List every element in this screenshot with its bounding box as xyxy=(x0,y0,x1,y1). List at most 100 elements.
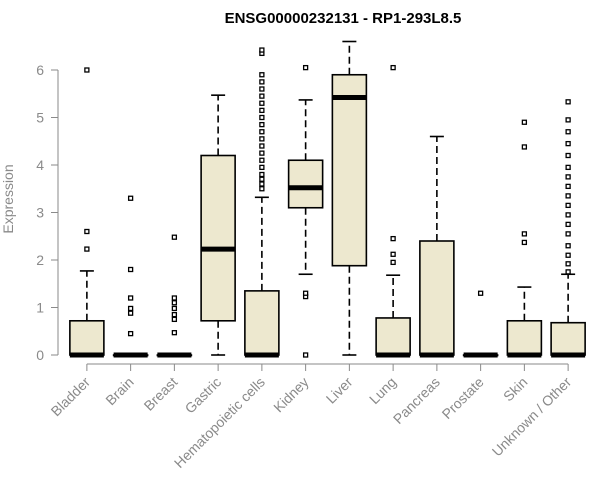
y-tick-label: 3 xyxy=(36,205,44,221)
outlier-point xyxy=(565,261,571,267)
outlier-point xyxy=(565,140,571,147)
iqr-box xyxy=(506,319,543,356)
outlier-point xyxy=(259,150,265,156)
outlier-point xyxy=(565,164,571,171)
y-tick-label: 1 xyxy=(36,300,44,316)
outlier-point xyxy=(565,193,571,199)
box-gastric xyxy=(200,94,236,356)
outlier-point xyxy=(127,195,134,201)
outlier-point xyxy=(259,114,265,121)
box-breast xyxy=(156,234,193,358)
outlier-point xyxy=(302,64,309,71)
outlier-point xyxy=(565,129,571,135)
box-liver xyxy=(331,40,368,356)
chart-title: ENSG00000232131 - RP1-293L8.5 xyxy=(225,10,462,27)
outlier-point xyxy=(390,251,396,257)
outlier-point xyxy=(171,311,178,318)
x-tick-label: Bladder xyxy=(48,374,94,420)
outlier-point xyxy=(127,330,134,337)
outlier-point xyxy=(521,144,528,150)
x-tick-label: Pancreas xyxy=(390,374,443,427)
x-tick-label: Gastric xyxy=(182,374,225,417)
outlier-point xyxy=(171,295,178,301)
y-tick-label: 6 xyxy=(36,62,44,78)
x-tick-label: Brain xyxy=(102,374,136,408)
outlier-point xyxy=(390,64,396,71)
outlier-point xyxy=(259,176,265,182)
outlier-point xyxy=(521,231,528,237)
outlier-point xyxy=(259,47,265,53)
outlier-point xyxy=(127,266,134,273)
outlier-point xyxy=(84,228,90,235)
box-unknown-other xyxy=(550,99,586,358)
iqr-box xyxy=(419,240,455,356)
outlier-point xyxy=(565,99,571,105)
outlier-point xyxy=(565,252,571,258)
box-pancreas xyxy=(419,135,455,358)
outlier-point xyxy=(127,310,134,316)
y-tick-label: 5 xyxy=(36,110,44,126)
outlier-point xyxy=(521,239,528,246)
outlier-point xyxy=(259,86,265,92)
outlier-point xyxy=(390,259,396,266)
x-tick-label: Skin xyxy=(500,374,531,405)
outlier-point xyxy=(390,235,396,242)
outlier-point xyxy=(565,243,571,249)
iqr-box xyxy=(200,154,236,322)
outlier-point xyxy=(127,305,134,312)
y-tick-label: 4 xyxy=(36,157,44,173)
outlier-point xyxy=(565,202,571,209)
outlier-point xyxy=(565,212,571,218)
box-prostate xyxy=(462,290,499,358)
outlier-point xyxy=(259,186,265,192)
outlier-point xyxy=(84,246,90,252)
outlier-point xyxy=(259,157,265,163)
iqr-box xyxy=(375,317,411,356)
box-series xyxy=(69,40,586,358)
outlier-point xyxy=(259,93,265,99)
box-kidney xyxy=(287,64,324,358)
outlier-point xyxy=(171,300,178,306)
y-axis-label: Expression xyxy=(0,164,16,233)
box-hematopoietic-cells xyxy=(244,47,280,358)
outlier-point xyxy=(259,136,265,142)
outlier-point xyxy=(259,79,265,85)
y-tick-label: 2 xyxy=(36,252,44,268)
y-axis: 0 1 2 3 4 5 6 xyxy=(36,62,59,363)
outlier-point xyxy=(565,117,571,123)
outlier-point xyxy=(521,119,528,125)
outlier-point xyxy=(565,152,571,159)
box-brain xyxy=(112,195,149,358)
outlier-point xyxy=(259,107,265,114)
box-bladder xyxy=(69,67,105,358)
iqr-box xyxy=(244,290,280,356)
outlier-point xyxy=(302,352,309,358)
iqr-box xyxy=(550,321,586,356)
outlier-point xyxy=(259,100,265,106)
outlier-point xyxy=(171,316,178,323)
x-tick-label: Prostate xyxy=(439,374,487,422)
outlier-point xyxy=(171,234,178,240)
outlier-point xyxy=(259,164,265,171)
outlier-point xyxy=(565,221,571,228)
x-tick-label: Breast xyxy=(141,374,181,414)
x-tick-label: Lung xyxy=(366,374,399,407)
outlier-point xyxy=(565,231,571,237)
outlier-point xyxy=(259,72,265,78)
outlier-point xyxy=(171,330,178,336)
outlier-point xyxy=(127,295,134,301)
x-tick-label: Liver xyxy=(323,374,356,407)
box-lung xyxy=(375,64,411,358)
outlier-point xyxy=(84,67,90,73)
x-tick-label: Unknown / Other xyxy=(489,374,575,460)
outlier-point xyxy=(302,290,309,296)
outlier-point xyxy=(565,174,571,180)
outlier-point xyxy=(259,121,265,128)
outlier-point xyxy=(259,129,265,135)
outlier-point xyxy=(259,171,265,178)
outlier-point xyxy=(171,305,178,312)
iqr-box xyxy=(331,73,368,267)
y-tick-label: 0 xyxy=(36,347,44,363)
